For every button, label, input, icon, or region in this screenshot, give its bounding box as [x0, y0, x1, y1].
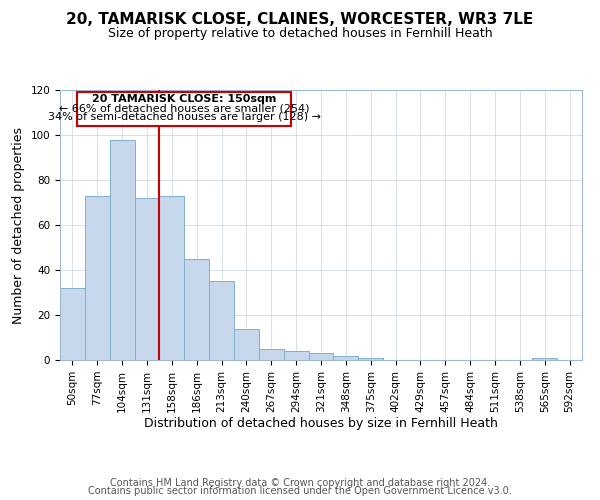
Text: Contains public sector information licensed under the Open Government Licence v3: Contains public sector information licen… [88, 486, 512, 496]
FancyBboxPatch shape [77, 92, 291, 126]
Text: 20 TAMARISK CLOSE: 150sqm: 20 TAMARISK CLOSE: 150sqm [92, 94, 277, 104]
Bar [85, 196, 110, 360]
Bar [110, 140, 134, 360]
Bar [134, 198, 160, 360]
Text: 34% of semi-detached houses are larger (128) →: 34% of semi-detached houses are larger (… [48, 112, 321, 122]
Bar [184, 259, 209, 360]
Bar [308, 353, 334, 360]
Text: Contains HM Land Registry data © Crown copyright and database right 2024.: Contains HM Land Registry data © Crown c… [110, 478, 490, 488]
Text: Size of property relative to detached houses in Fernhill Heath: Size of property relative to detached ho… [107, 28, 493, 40]
Text: 20, TAMARISK CLOSE, CLAINES, WORCESTER, WR3 7LE: 20, TAMARISK CLOSE, CLAINES, WORCESTER, … [67, 12, 533, 28]
Bar [60, 288, 85, 360]
Text: ← 66% of detached houses are smaller (254): ← 66% of detached houses are smaller (25… [59, 104, 310, 114]
Bar [334, 356, 358, 360]
Bar [358, 358, 383, 360]
X-axis label: Distribution of detached houses by size in Fernhill Heath: Distribution of detached houses by size … [144, 418, 498, 430]
Bar [284, 351, 308, 360]
Bar [259, 349, 284, 360]
Y-axis label: Number of detached properties: Number of detached properties [12, 126, 25, 324]
Bar [234, 328, 259, 360]
Bar [209, 281, 234, 360]
Bar [532, 358, 557, 360]
Bar [160, 196, 184, 360]
